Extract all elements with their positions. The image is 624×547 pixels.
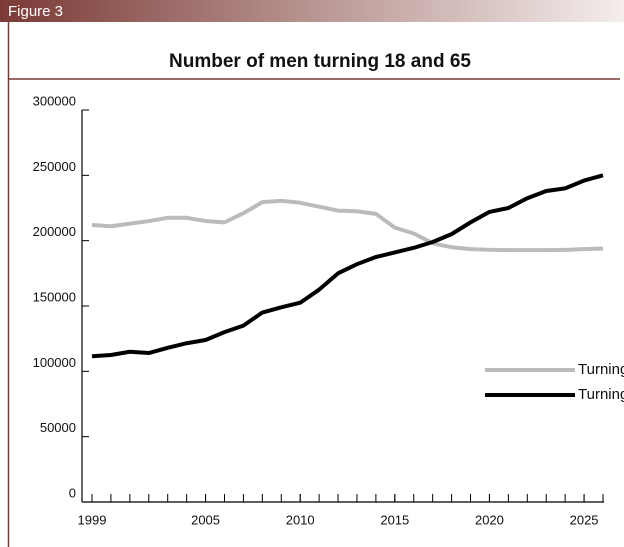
y-tick-label: 250000 (33, 159, 76, 174)
y-tick-label: 0 (69, 485, 76, 500)
series-line (91, 198, 604, 253)
y-tick-label: 50000 (40, 420, 76, 435)
x-tick-label: 2020 (475, 512, 504, 527)
x-tick-label: 2025 (570, 512, 599, 527)
y-tick-label: 300000 (33, 93, 76, 108)
y-tick-label: 100000 (33, 355, 76, 370)
figure-header (0, 0, 624, 22)
y-tick-label: 150000 (33, 289, 76, 304)
y-tick-label: 200000 (33, 224, 76, 239)
legend-label: Turning 65 (578, 386, 624, 403)
x-tick-label: 2010 (286, 512, 315, 527)
figure-label: Figure 3 (8, 3, 63, 20)
series-line (91, 173, 604, 359)
x-tick-label: 1999 (78, 512, 107, 527)
x-tick-label: 2005 (191, 512, 220, 527)
chart-title: Number of men turning 18 and 65 (169, 51, 471, 72)
x-tick-label: 2015 (380, 512, 409, 527)
legend-label: Turning 18 (578, 361, 624, 378)
